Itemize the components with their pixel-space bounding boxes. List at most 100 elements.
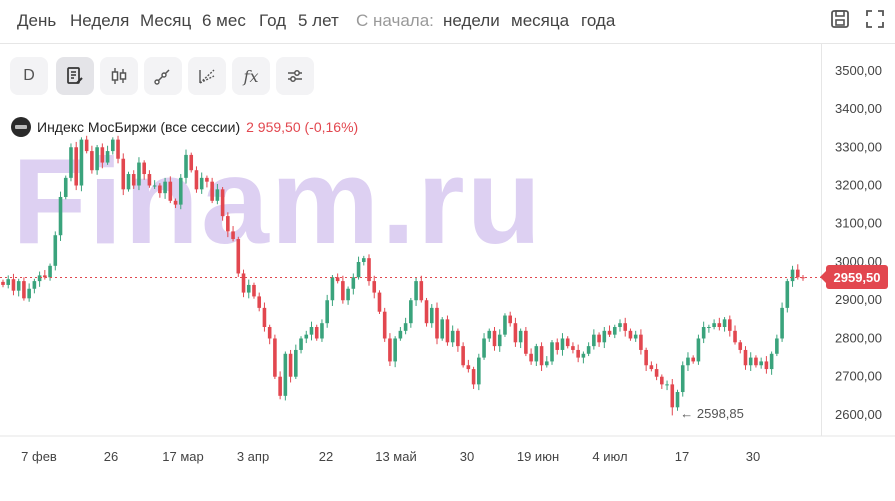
candle-body [597,334,601,343]
period-6m[interactable]: 6 мес [202,11,246,30]
candle-body [246,284,251,293]
since-year[interactable]: года [581,11,616,30]
candle-body [581,353,586,358]
candle-body [168,181,173,201]
candle-body [105,151,110,163]
fullscreen-icon[interactable] [864,8,886,30]
candle-body [477,357,481,385]
candle-body [63,177,68,197]
y-tick-label: 3000,00 [835,254,882,269]
sliders-icon [288,70,302,82]
candle-body [48,265,52,278]
last-price-tag: 2959,50 [820,265,888,290]
candle-body [612,327,617,335]
period-bar: День Неделя Месяц 6 мес Год 5 лет С нача… [0,0,895,44]
candle-body [335,277,340,282]
candle-body [226,216,230,232]
fib-tool-button[interactable] [188,57,226,95]
candle-body [367,258,371,282]
moex-logo-icon [11,117,31,137]
candle-body [727,319,732,331]
candle-body [571,346,575,350]
line-tool-icon [154,69,170,85]
period-month[interactable]: Месяц [140,11,192,30]
indicators-button[interactable]: fx [232,57,270,95]
since-month[interactable]: месяца [511,11,570,30]
candle-body [503,315,507,335]
x-tick-label: 30 [460,449,474,464]
candle-body [492,330,497,347]
candle-body [377,292,382,312]
x-tick-label: 22 [319,449,333,464]
candle-body [544,361,549,366]
candle-body [173,200,178,205]
candle-body [236,239,241,274]
y-tick-label: 3100,00 [835,216,882,231]
candle-body [142,162,146,175]
y-tick-label: 3400,00 [835,101,882,116]
candle-body [534,346,539,362]
candle-body [440,319,445,339]
candle-body [487,330,492,339]
candle-body [607,330,612,335]
candle-body [16,281,21,291]
candle-body [586,346,591,354]
candle-body [84,139,89,152]
chart-type-button[interactable] [56,57,94,95]
candles-button[interactable] [100,57,138,95]
period-week[interactable]: Неделя [70,11,130,30]
settings-button[interactable] [276,57,314,95]
candle-body [6,279,11,285]
candle-body [618,323,622,328]
x-tick-label: 7 фев [21,449,57,464]
candle-body [199,177,204,190]
interval-button[interactable]: D [10,57,48,95]
price-axis-divider [821,44,822,436]
candle-body [592,334,596,347]
candle-body [445,319,450,343]
instrument-price: 2 959,50 (-0,16%) [246,119,359,135]
instrument-name: Индекс МосБиржи (все сессии) [37,119,241,135]
candle-body [189,154,194,171]
candle-body [660,376,664,385]
y-tick-label: 2600,00 [835,407,882,422]
x-tick-label: 30 [746,449,760,464]
fib-tool-icon [199,69,215,84]
candle-body [701,327,706,339]
candle-body [633,334,638,339]
x-tick-label: 3 апр [237,449,269,464]
candle-body [27,288,31,299]
candle-body [686,357,690,366]
draw-line-button[interactable] [144,57,182,95]
candle-body [456,330,460,347]
candle-body [435,307,439,339]
candle-body [22,281,26,299]
candle-body [707,327,711,329]
candle-body [37,275,42,282]
period-day[interactable]: День [17,11,57,30]
candle-body [152,185,157,187]
candle-body [220,189,225,217]
candle-body [294,349,298,377]
candle-body [43,275,47,278]
candle-body [524,330,528,354]
y-tick-label: 3200,00 [835,178,882,193]
candle-body [309,327,314,335]
candle-body [267,327,272,339]
candle-body [137,162,141,186]
candle-body [58,196,63,236]
candle-body [560,338,565,350]
since-week[interactable]: недели [443,11,500,30]
candle-body [382,311,387,339]
candle-body [184,154,188,178]
period-year[interactable]: Год [259,11,287,30]
candle-body [429,307,434,324]
candle-body [450,330,455,343]
period-5y[interactable]: 5 лет [298,11,339,30]
fx-icon: fx [243,66,259,86]
candle-body [518,330,523,343]
x-tick-label: 4 июл [592,449,627,464]
save-icon[interactable] [829,8,851,30]
candle-body [53,235,58,266]
